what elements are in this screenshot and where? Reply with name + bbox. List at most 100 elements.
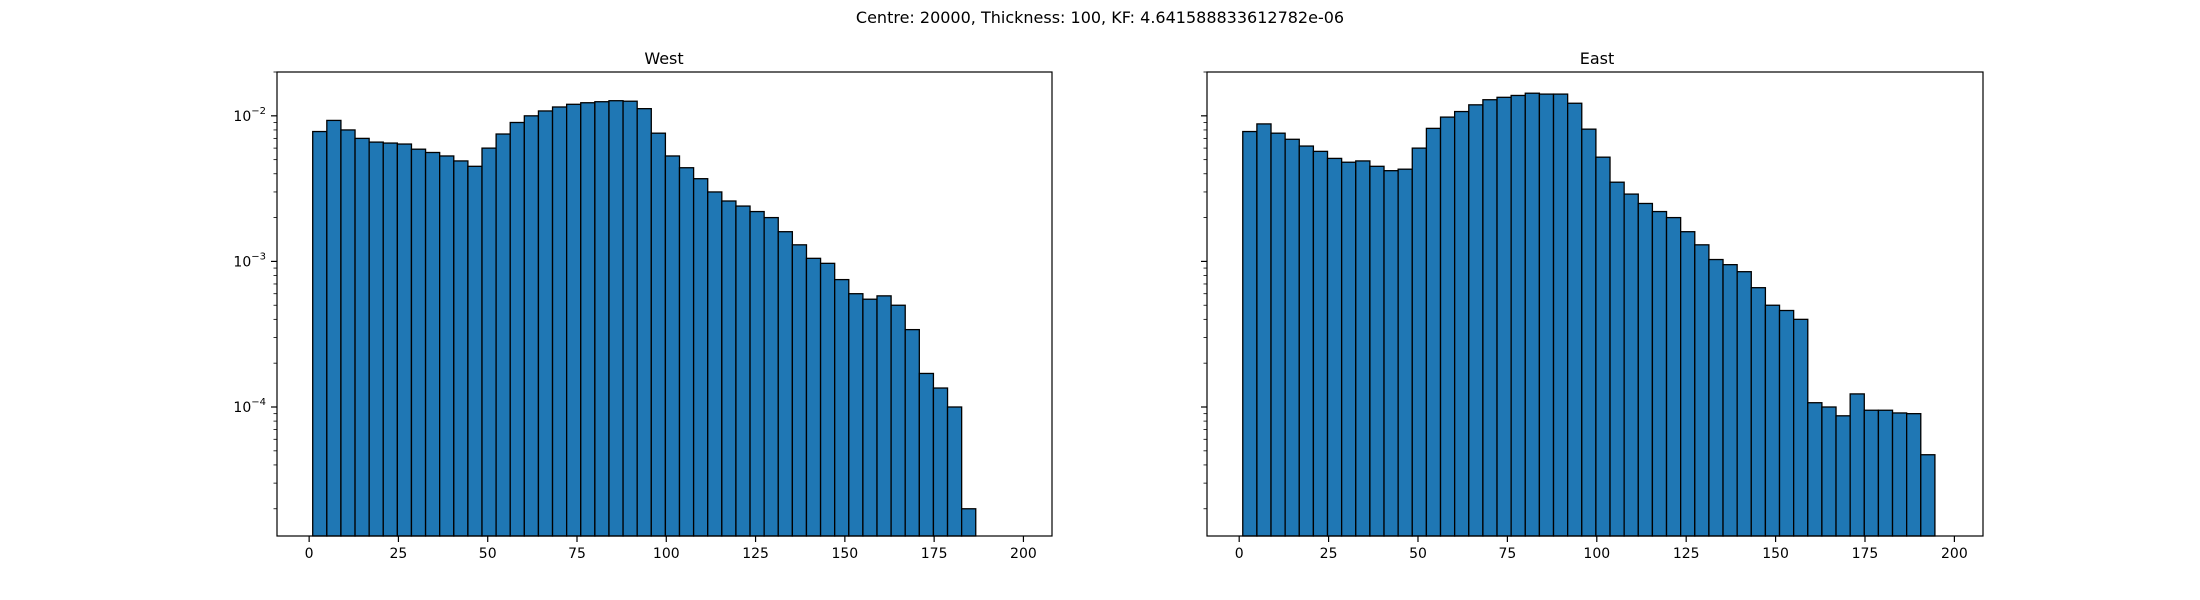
y-tick-label-west-0: 10−4 xyxy=(233,397,266,416)
x-tick-label-west-125: 125 xyxy=(742,546,769,562)
bar-east-33 xyxy=(1708,258,1724,537)
bar-west-8 xyxy=(424,151,441,537)
bar-west-45 xyxy=(946,406,963,537)
bar-east-32 xyxy=(1694,244,1710,537)
figure-title: Centre: 20000, Thickness: 100, KF: 4.641… xyxy=(856,8,1344,27)
bar-east-38 xyxy=(1778,309,1795,537)
bar-east-19 xyxy=(1510,94,1526,537)
bar-west-6 xyxy=(396,143,413,537)
bar-west-1 xyxy=(326,119,342,537)
axes-east: 0 25 50 75 100 125 150 175 200 xyxy=(1201,71,1984,562)
bar-west-23 xyxy=(636,108,652,537)
bar-east-29 xyxy=(1651,210,1668,537)
bar-west-32 xyxy=(763,216,779,537)
axes-west: 0 25 50 75 100 125 150 175 200 10−4 10−3 10−2 xyxy=(233,71,1053,562)
bar-east-4 xyxy=(1298,145,1315,537)
bar-east-46 xyxy=(1891,412,1908,537)
bars-east xyxy=(1242,92,1936,537)
bar-west-25 xyxy=(664,155,681,537)
bar-west-22 xyxy=(622,100,638,537)
bar-west-7 xyxy=(410,148,427,537)
bar-east-17 xyxy=(1482,99,1498,537)
bar-east-8 xyxy=(1355,160,1371,537)
plot-frame-west xyxy=(276,71,1053,537)
bar-west-33 xyxy=(777,231,794,537)
bar-east-28 xyxy=(1637,202,1654,537)
bar-west-36 xyxy=(819,262,836,537)
bar-west-12 xyxy=(481,147,497,537)
bar-west-15 xyxy=(523,115,540,537)
bar-east-27 xyxy=(1623,193,1639,537)
bar-east-9 xyxy=(1369,165,1385,537)
x-tick-label-east-50: 50 xyxy=(1409,546,1427,562)
x-tick-label-east-175: 175 xyxy=(1852,546,1879,562)
bar-east-39 xyxy=(1793,318,1809,537)
bar-east-16 xyxy=(1468,104,1484,537)
x-tick-label-west-100: 100 xyxy=(653,546,680,562)
bar-east-22 xyxy=(1552,93,1569,537)
chart-west: West 0 25 50 75 100 125 150 175 200 10−4 10−3 10−2 xyxy=(233,49,1053,562)
bar-west-20 xyxy=(594,101,610,537)
bar-east-44 xyxy=(1863,409,1880,537)
x-tick-label-west-50: 50 xyxy=(479,546,497,562)
bar-west-17 xyxy=(551,106,568,537)
bar-east-6 xyxy=(1326,157,1343,537)
bar-west-16 xyxy=(537,110,554,537)
bar-west-39 xyxy=(862,298,878,537)
bar-east-31 xyxy=(1680,231,1696,537)
y-tick-label-west-2: 10−2 xyxy=(233,106,266,125)
bar-east-43 xyxy=(1849,393,1865,537)
bar-east-26 xyxy=(1609,181,1625,537)
x-tick-label-west-25: 25 xyxy=(390,546,408,562)
x-tick-label-east-0: 0 xyxy=(1235,546,1244,562)
bar-west-26 xyxy=(678,167,695,537)
bar-west-21 xyxy=(608,100,624,537)
x-tick-label-east-125: 125 xyxy=(1673,546,1700,562)
bar-west-3 xyxy=(354,137,370,537)
bar-east-41 xyxy=(1821,406,1837,537)
y-tick-label-west-1: 10−3 xyxy=(233,251,266,270)
bar-east-5 xyxy=(1312,150,1329,537)
bar-west-0 xyxy=(312,130,328,537)
x-tick-label-east-100: 100 xyxy=(1583,546,1610,562)
bar-west-9 xyxy=(439,155,455,537)
bar-west-30 xyxy=(735,205,751,537)
bar-west-34 xyxy=(791,244,808,537)
bar-east-12 xyxy=(1411,147,1428,537)
chart-east: East 0 25 50 75 100 125 150 175 200 xyxy=(1201,49,1984,562)
bar-west-46 xyxy=(960,508,977,537)
bar-east-25 xyxy=(1595,156,1611,537)
bar-west-10 xyxy=(453,160,469,537)
chart-title-east: East xyxy=(1580,49,1615,68)
bar-east-45 xyxy=(1877,409,1894,537)
bar-east-23 xyxy=(1566,102,1583,537)
bar-east-48 xyxy=(1920,454,1936,537)
chart-title-west: West xyxy=(644,49,683,68)
bar-east-14 xyxy=(1439,116,1456,537)
bars-west xyxy=(312,100,977,537)
bar-east-21 xyxy=(1538,93,1555,537)
bar-west-37 xyxy=(834,278,850,537)
bar-west-14 xyxy=(509,121,525,537)
x-tick-label-east-200: 200 xyxy=(1941,546,1968,562)
bar-west-42 xyxy=(904,328,920,537)
bar-west-24 xyxy=(650,132,667,537)
x-tick-label-east-25: 25 xyxy=(1320,546,1338,562)
bar-west-28 xyxy=(707,191,723,537)
bar-west-31 xyxy=(749,210,765,537)
bar-west-35 xyxy=(805,257,822,537)
bar-east-11 xyxy=(1397,168,1413,537)
x-tick-label-west-200: 200 xyxy=(1010,546,1037,562)
bar-east-40 xyxy=(1807,402,1823,537)
bar-west-43 xyxy=(918,372,935,537)
bar-east-20 xyxy=(1524,92,1541,537)
bar-east-37 xyxy=(1764,304,1781,537)
bar-east-24 xyxy=(1581,128,1597,537)
bar-west-18 xyxy=(565,103,582,537)
bar-east-42 xyxy=(1835,415,1851,537)
bar-west-2 xyxy=(340,129,356,537)
bar-east-13 xyxy=(1425,127,1442,537)
bar-west-13 xyxy=(495,133,511,537)
